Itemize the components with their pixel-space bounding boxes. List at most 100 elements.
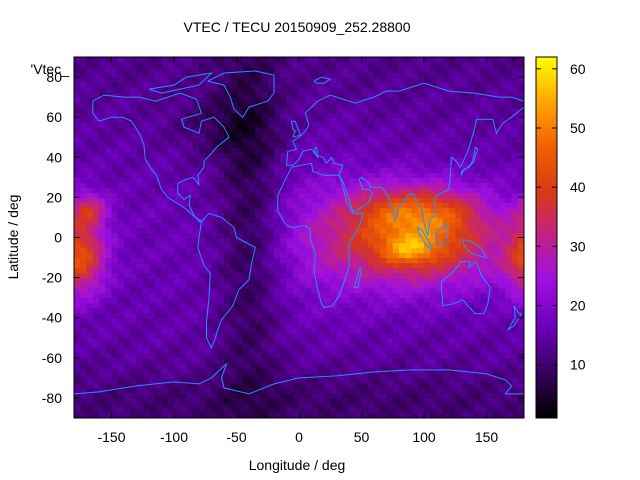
heatmap-cell <box>242 292 250 299</box>
heatmap-cell <box>449 207 456 214</box>
heatmap-cell <box>136 237 144 244</box>
heatmap-cell <box>192 257 200 264</box>
heatmap-cell <box>230 327 238 334</box>
heatmap-cell <box>505 207 513 214</box>
heatmap-cell <box>149 267 156 274</box>
heatmap-cell <box>155 167 163 173</box>
heatmap-cell <box>167 167 175 173</box>
heatmap-cell <box>342 77 350 83</box>
heatmap-cell <box>492 322 500 329</box>
heatmap-cell <box>436 257 444 264</box>
heatmap-cell <box>305 357 313 364</box>
heatmap-cell <box>349 172 356 178</box>
heatmap-cell <box>105 332 113 339</box>
heatmap-cell <box>236 307 244 314</box>
heatmap-cell <box>505 377 513 384</box>
heatmap-cell <box>124 342 131 349</box>
heatmap-cell <box>374 217 381 224</box>
heatmap-cell <box>224 247 231 254</box>
heatmap-cell <box>142 117 150 123</box>
heatmap-cell <box>299 237 306 244</box>
heatmap-cell <box>499 202 506 209</box>
heatmap-cell <box>480 267 488 274</box>
heatmap-cell <box>474 267 481 274</box>
heatmap-cell <box>361 217 369 224</box>
heatmap-cell <box>186 372 194 379</box>
heatmap-cell <box>517 322 524 329</box>
heatmap-cell <box>274 232 281 239</box>
heatmap-cell <box>186 392 194 399</box>
heatmap-cell <box>286 112 294 118</box>
heatmap-cell <box>186 172 194 178</box>
heatmap-cell <box>167 342 175 349</box>
heatmap-cell <box>149 102 156 108</box>
heatmap-cell <box>492 137 500 143</box>
heatmap-cell <box>249 77 256 83</box>
heatmap-cell <box>355 122 363 128</box>
heatmap-cell <box>380 227 388 234</box>
heatmap-cell <box>311 307 319 314</box>
heatmap-cell <box>399 227 406 234</box>
heatmap-cell <box>386 172 394 178</box>
heatmap-cell <box>217 322 225 329</box>
heatmap-cell <box>417 257 425 264</box>
heatmap-cell <box>349 362 356 369</box>
heatmap-cell <box>236 142 244 148</box>
heatmap-cell <box>449 112 456 118</box>
heatmap-cell <box>442 272 450 279</box>
heatmap-cell <box>380 377 388 384</box>
heatmap-cell <box>124 382 131 389</box>
heatmap-cell <box>517 197 524 203</box>
heatmap-cell <box>311 317 319 324</box>
heatmap-cell <box>280 317 288 324</box>
heatmap-cell <box>480 362 488 369</box>
heatmap-cell <box>224 252 231 259</box>
heatmap-cell <box>80 102 88 108</box>
heatmap-cell <box>130 247 138 254</box>
heatmap-cell <box>336 287 344 294</box>
heatmap-cell <box>292 107 300 113</box>
heatmap-cell <box>355 352 363 359</box>
heatmap-cell <box>142 82 150 88</box>
heatmap-cell <box>392 252 400 259</box>
heatmap-cell <box>367 87 375 93</box>
heatmap-cell <box>517 272 524 279</box>
heatmap-cell <box>242 257 250 264</box>
heatmap-cell <box>192 177 200 183</box>
heatmap-cell <box>492 397 500 404</box>
heatmap-cell <box>405 332 413 339</box>
heatmap-cell <box>455 142 463 148</box>
heatmap-cell <box>324 332 331 339</box>
heatmap-cell <box>499 102 506 108</box>
heatmap-cell <box>111 357 119 364</box>
heatmap-cell <box>92 172 100 178</box>
heatmap-cell <box>505 317 513 324</box>
heatmap-cell <box>149 252 156 259</box>
heatmap-cell <box>267 367 275 374</box>
heatmap-cell <box>286 82 294 88</box>
heatmap-cell <box>267 77 275 83</box>
heatmap-cell <box>155 217 163 224</box>
heatmap-cell <box>242 337 250 344</box>
heatmap-cell <box>367 227 375 234</box>
heatmap-cell <box>242 287 250 294</box>
heatmap-cell <box>399 177 406 183</box>
heatmap-cell <box>167 392 175 399</box>
heatmap-cell <box>399 327 406 334</box>
heatmap-cell <box>449 352 456 359</box>
heatmap-cell <box>505 187 513 193</box>
heatmap-cell <box>186 242 194 249</box>
heatmap-cell <box>367 317 375 324</box>
heatmap-cell <box>142 272 150 279</box>
heatmap-cell <box>330 162 338 168</box>
heatmap-cell <box>205 192 213 198</box>
heatmap-cell <box>467 177 475 183</box>
heatmap-cell <box>274 227 281 234</box>
heatmap-cell <box>305 307 313 314</box>
heatmap-cell <box>342 117 350 123</box>
heatmap-cell <box>211 192 219 198</box>
heatmap-cell <box>424 327 431 334</box>
heatmap-cell <box>180 197 188 203</box>
heatmap-cell <box>186 332 194 339</box>
heatmap-cell <box>436 382 444 389</box>
